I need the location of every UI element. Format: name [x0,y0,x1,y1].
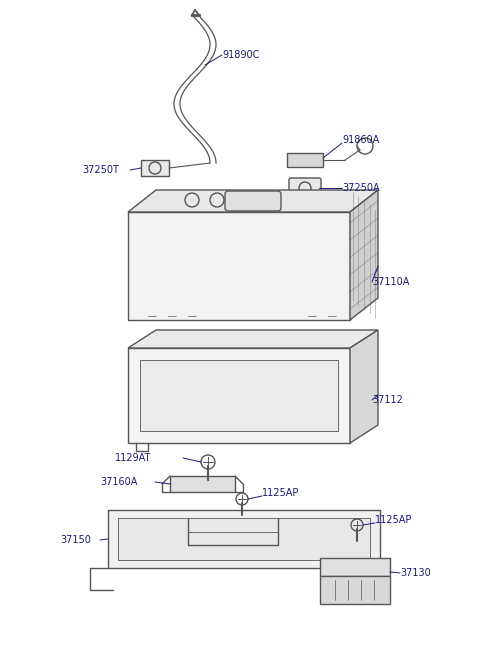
Bar [141,160,169,176]
Text: 1129AT: 1129AT [115,453,151,463]
Text: 1125AP: 1125AP [262,488,300,498]
Text: 37150: 37150 [60,535,91,545]
Bar [140,360,338,431]
FancyBboxPatch shape [289,178,321,198]
Text: 37112: 37112 [372,395,403,405]
Text: 91890C: 91890C [222,50,259,60]
Bar [108,510,380,568]
Text: 37250T: 37250T [82,165,119,175]
Text: 37130: 37130 [400,568,431,578]
Text: 1125AP: 1125AP [375,515,412,525]
Polygon shape [350,190,378,320]
Text: 37160A: 37160A [100,477,137,487]
Bar [118,518,370,560]
Polygon shape [128,190,378,212]
Polygon shape [128,330,378,348]
Text: 37110A: 37110A [372,277,409,287]
Bar [287,153,323,167]
FancyBboxPatch shape [225,191,281,211]
Bar [170,476,235,492]
Text: 91860A: 91860A [342,135,379,145]
Polygon shape [350,330,378,443]
Text: 37250A: 37250A [342,183,380,193]
Bar [128,212,350,320]
Bar [320,558,390,576]
Bar [320,576,390,604]
Bar [128,348,350,443]
